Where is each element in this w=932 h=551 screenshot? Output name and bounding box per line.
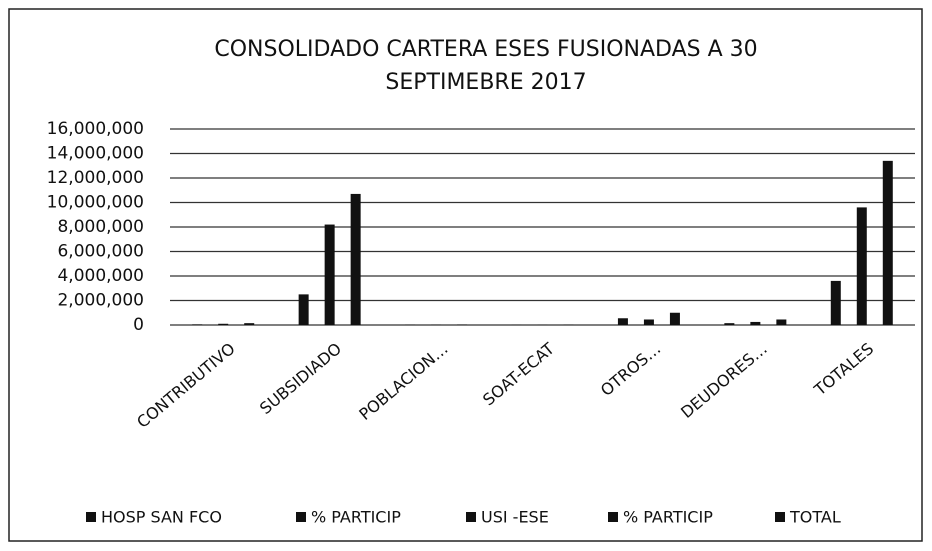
legend-swatch	[775, 512, 785, 522]
legend-label: % PARTICIP	[311, 508, 401, 527]
legend-label: % PARTICIP	[623, 508, 713, 527]
bar	[724, 323, 735, 325]
y-tick-label: 10,000,000	[47, 193, 144, 213]
legend-swatch	[608, 512, 618, 522]
chart-title: SEPTIMEBRE 2017	[385, 70, 586, 95]
bar	[882, 160, 893, 325]
bar	[856, 207, 867, 325]
bar	[643, 319, 654, 325]
y-tick-label: 12,000,000	[47, 168, 144, 188]
y-tick-label: 2,000,000	[57, 291, 144, 311]
bar	[350, 193, 361, 325]
legend-swatch	[296, 512, 306, 522]
legend-label: USI -ESE	[481, 508, 549, 527]
chart-title: CONSOLIDADO CARTERA ESES FUSIONADAS A 30	[214, 37, 757, 62]
bar	[244, 323, 255, 325]
bar	[324, 224, 335, 325]
bar	[669, 312, 680, 325]
bar	[617, 318, 628, 325]
legend-label: TOTAL	[789, 508, 841, 527]
y-tick-label: 16,000,000	[47, 119, 144, 139]
legend-label: HOSP SAN FCO	[101, 508, 222, 527]
y-tick-label: 14,000,000	[47, 144, 144, 164]
y-tick-label: 8,000,000	[57, 217, 144, 237]
y-tick-label: 0	[133, 315, 144, 335]
bar	[776, 319, 787, 325]
bar	[192, 324, 203, 325]
bar	[298, 294, 309, 325]
bar	[750, 321, 761, 325]
legend-swatch	[466, 512, 476, 522]
chart-frame	[8, 8, 923, 542]
legend-swatch	[86, 512, 96, 522]
bar	[830, 280, 841, 325]
y-tick-label: 4,000,000	[57, 266, 144, 286]
bar	[218, 323, 229, 325]
y-tick-label: 6,000,000	[57, 242, 144, 262]
